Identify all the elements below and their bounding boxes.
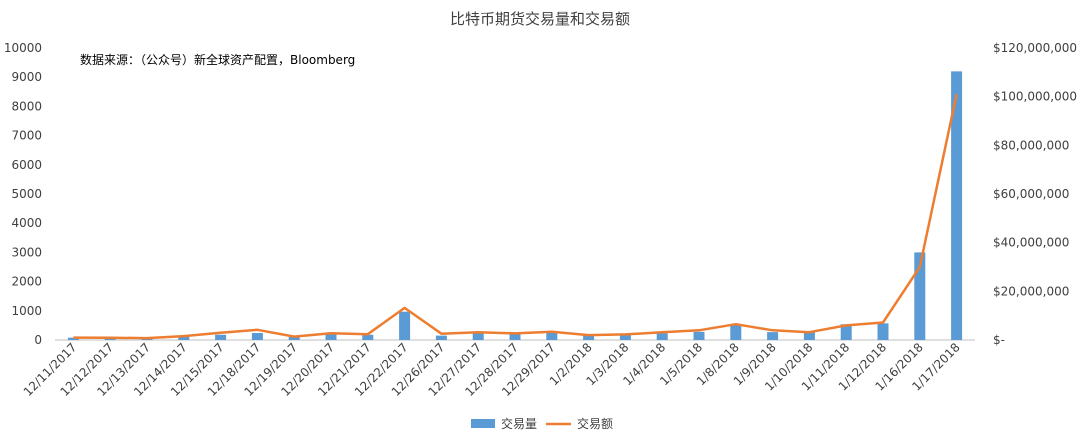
- bar: [546, 332, 558, 340]
- right-tick-label: $40,000,000: [993, 236, 1069, 250]
- right-tick-label: $100,000,000: [993, 90, 1077, 104]
- left-tick-label: 0: [34, 333, 42, 347]
- left-tick-label: 4000: [11, 216, 42, 230]
- right-tick-label: $20,000,000: [993, 284, 1069, 298]
- bar: [362, 334, 374, 340]
- legend-bar-swatch: [471, 419, 495, 428]
- bar: [877, 323, 889, 340]
- line-path: [73, 93, 958, 340]
- bar: [730, 325, 742, 340]
- chart-title: 比特币期货交易量和交易额: [450, 10, 630, 28]
- bar: [619, 334, 631, 340]
- bar: [583, 334, 595, 340]
- bar: [251, 332, 263, 340]
- left-tick-label: 3000: [11, 245, 42, 259]
- left-tick-label: 2000: [11, 275, 42, 289]
- line-series: [73, 93, 958, 340]
- left-tick-label: 7000: [11, 129, 42, 143]
- left-tick-label: 1000: [11, 304, 42, 318]
- legend: 交易量 交易额: [471, 416, 613, 431]
- bar: [399, 311, 411, 340]
- left-tick-label: 6000: [11, 158, 42, 172]
- right-tick-label: $60,000,000: [993, 187, 1069, 201]
- legend-bar-label: 交易量: [501, 416, 537, 431]
- bar: [656, 333, 668, 340]
- left-tick-label: 10000: [4, 41, 42, 55]
- bar: [951, 71, 963, 341]
- bar-series: [67, 71, 963, 341]
- bar: [288, 337, 300, 340]
- bar: [178, 336, 190, 340]
- left-tick-label: 9000: [11, 70, 42, 84]
- right-tick-label: $120,000,000: [993, 41, 1077, 55]
- bar: [693, 331, 705, 340]
- bar: [914, 252, 926, 340]
- bar: [803, 332, 815, 340]
- bar: [215, 334, 227, 340]
- left-tick-label: 8000: [11, 99, 42, 113]
- bar: [509, 333, 521, 340]
- bar: [472, 333, 484, 340]
- bar: [435, 335, 447, 340]
- left-axis: 0 1000 2000 3000 4000 5000 6000 7000 8000 9000 100…: [4, 41, 42, 347]
- left-tick-label: 5000: [11, 187, 42, 201]
- bar: [325, 334, 337, 340]
- data-source-note: 数据来源：（公众号）新全球资产配置，Bloomberg: [80, 52, 355, 67]
- legend-line-label: 交易额: [577, 416, 613, 431]
- bar: [840, 324, 852, 340]
- bar: [767, 332, 779, 340]
- right-axis: $- $20,000,000 $40,000,000 $60,000,000 $80,0…: [993, 41, 1077, 347]
- right-tick-label: $-: [993, 333, 1005, 347]
- right-tick-label: $80,000,000: [993, 138, 1069, 152]
- x-axis-labels: 12/11/201712/12/201712/13/201712/14/2017…: [21, 340, 963, 399]
